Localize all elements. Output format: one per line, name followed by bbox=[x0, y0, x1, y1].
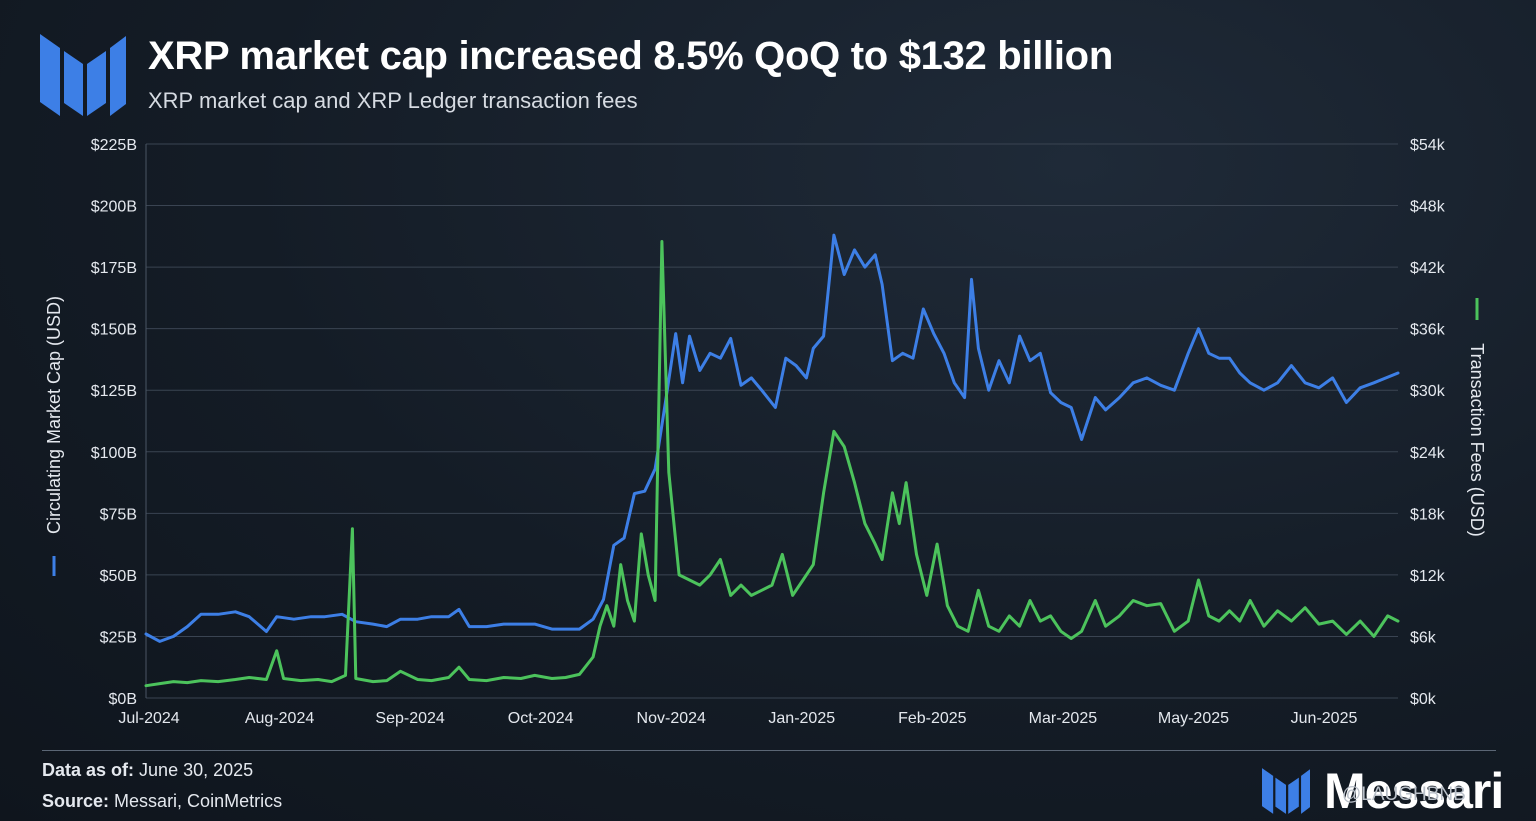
x-tick-label: May-2025 bbox=[1158, 710, 1229, 727]
y-left-tick-label: $175B bbox=[91, 260, 137, 277]
y-left-tick-label: $225B bbox=[91, 137, 137, 154]
y-left-tick-label: $50B bbox=[100, 568, 137, 585]
transaction-fees-series-line bbox=[144, 240, 1400, 688]
y-left-tick-label: $75B bbox=[100, 506, 137, 523]
y-left-tick-label: $100B bbox=[91, 445, 137, 462]
x-tick-label: Sep-2024 bbox=[375, 710, 444, 727]
messari-brand: Messari bbox=[1262, 762, 1504, 820]
y-right-tick-label: $18k bbox=[1410, 506, 1446, 523]
dual-axis-line-chart: $0B $0k $25B $6k $50B $12k $75B $18k $100B $24k $1… bbox=[44, 137, 1487, 727]
y-right-tick-label: $24k bbox=[1410, 445, 1446, 462]
messari-brand-icon bbox=[1262, 768, 1310, 814]
y-right-tick-label: $12k bbox=[1410, 568, 1446, 585]
x-tick-label: Jul-2024 bbox=[118, 710, 179, 727]
x-tick-label: Aug-2024 bbox=[245, 710, 314, 727]
y-right-tick-label: $30k bbox=[1410, 383, 1446, 400]
x-tick-label: Mar-2025 bbox=[1029, 710, 1098, 727]
source-note: Source: Messari, CoinMetrics bbox=[42, 791, 282, 812]
y-left-tick-label: $150B bbox=[91, 322, 137, 339]
y-right-tick-label: $54k bbox=[1410, 137, 1446, 154]
data-as-of-label: Data as of: bbox=[42, 760, 135, 780]
y-right-tick-label: $42k bbox=[1410, 260, 1446, 277]
source-value: Messari, CoinMetrics bbox=[114, 791, 283, 811]
market-cap-series-line bbox=[144, 233, 1400, 643]
x-tick-label: Jun-2025 bbox=[1291, 710, 1358, 727]
x-tick-label: Feb-2025 bbox=[898, 710, 967, 727]
x-tick-label: Jan-2025 bbox=[768, 710, 835, 727]
y-right-tick-label: $0k bbox=[1410, 691, 1437, 708]
y-left-tick-label: $25B bbox=[100, 629, 137, 646]
y-right-tick-label: $6k bbox=[1410, 629, 1437, 646]
x-tick-label: Nov-2024 bbox=[637, 710, 706, 727]
y-left-tick-label: $0B bbox=[109, 691, 137, 708]
y-right-tick-label: $48k bbox=[1410, 199, 1446, 216]
y-left-tick-label: $200B bbox=[91, 199, 137, 216]
watermark-text: @LAUGHBNB bbox=[1342, 784, 1466, 805]
x-tick-label: Oct-2024 bbox=[508, 710, 574, 727]
y-left-tick-label: $125B bbox=[91, 383, 137, 400]
y-right-axis-title: Transaction Fees (USD) bbox=[1467, 343, 1487, 536]
data-as-of-note: Data as of: June 30, 2025 bbox=[42, 760, 253, 781]
messari-wordmark: Messari bbox=[1324, 763, 1504, 819]
chart-title: XRP market cap increased 8.5% QoQ to $13… bbox=[148, 34, 1113, 78]
footer-divider bbox=[42, 750, 1496, 751]
source-label: Source: bbox=[42, 791, 110, 811]
messari-logo-icon bbox=[40, 34, 126, 116]
y-right-tick-label: $36k bbox=[1410, 322, 1446, 339]
data-as-of-value: June 30, 2025 bbox=[139, 760, 254, 780]
y-left-axis-title: Circulating Market Cap (USD) bbox=[44, 296, 64, 534]
chart-subtitle: XRP market cap and XRP Ledger transactio… bbox=[148, 88, 638, 113]
